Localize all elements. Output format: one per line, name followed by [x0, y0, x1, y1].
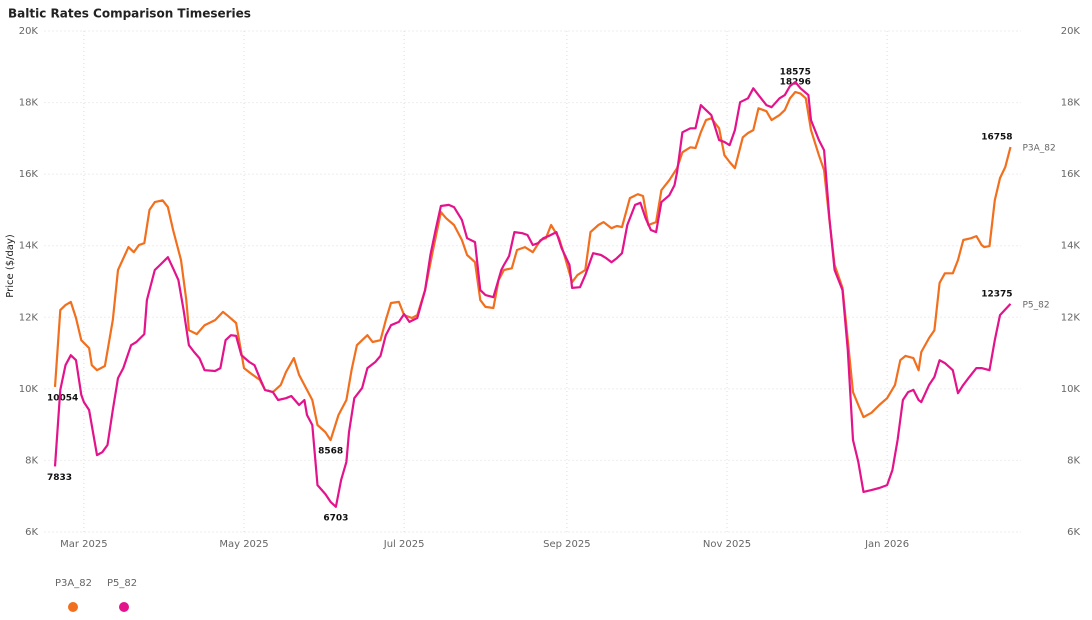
y-tick-label: 10K — [19, 384, 39, 395]
series-end-label: P3A_82 — [1023, 144, 1056, 154]
y2-tick-label: 8K — [1067, 455, 1080, 466]
x-tick-label: Sep 2025 — [543, 539, 590, 550]
data-label: 18575 — [780, 67, 811, 77]
y2-tick-label: 10K — [1061, 384, 1081, 395]
y-tick-label: 16K — [19, 169, 39, 180]
legend-marker — [119, 602, 129, 612]
x-tick-label: Nov 2025 — [703, 539, 751, 550]
y-tick-label: 8K — [25, 455, 38, 466]
legend-label: P5_82 — [107, 578, 137, 589]
legend-marker — [68, 602, 78, 612]
y-tick-label: 20K — [19, 26, 39, 37]
y2-tick-label: 6K — [1067, 527, 1080, 538]
data-label: 10054 — [47, 393, 78, 403]
y-tick-label: 12K — [19, 312, 39, 323]
data-label: 12375 — [981, 289, 1012, 299]
y2-tick-label: 12K — [1061, 312, 1081, 323]
y2-tick-label: 20K — [1061, 26, 1081, 37]
series-end-label: P5_82 — [1023, 300, 1050, 310]
y-axis-title: Price ($/day) — [5, 234, 16, 298]
x-tick-label: Jan 2026 — [864, 539, 909, 550]
data-label: 7833 — [47, 473, 72, 483]
data-label: 6703 — [323, 513, 348, 523]
y-tick-label: 18K — [19, 98, 39, 109]
y2-tick-label: 14K — [1061, 241, 1081, 252]
series-line — [53, 90, 1012, 442]
data-label: 8568 — [318, 447, 343, 457]
legend-label: P3A_82 — [55, 578, 92, 589]
y-tick-label: 6K — [25, 527, 38, 538]
data-label: 16758 — [981, 133, 1012, 143]
series-line — [53, 80, 1012, 508]
y2-tick-label: 18K — [1061, 98, 1081, 109]
chart-title: Baltic Rates Comparison Timeseries — [8, 7, 251, 21]
x-tick-label: Jul 2025 — [383, 539, 425, 550]
y2-tick-label: 16K — [1061, 169, 1081, 180]
x-tick-label: May 2025 — [219, 539, 268, 550]
y-tick-label: 14K — [19, 241, 39, 252]
x-tick-label: Mar 2025 — [60, 539, 108, 550]
